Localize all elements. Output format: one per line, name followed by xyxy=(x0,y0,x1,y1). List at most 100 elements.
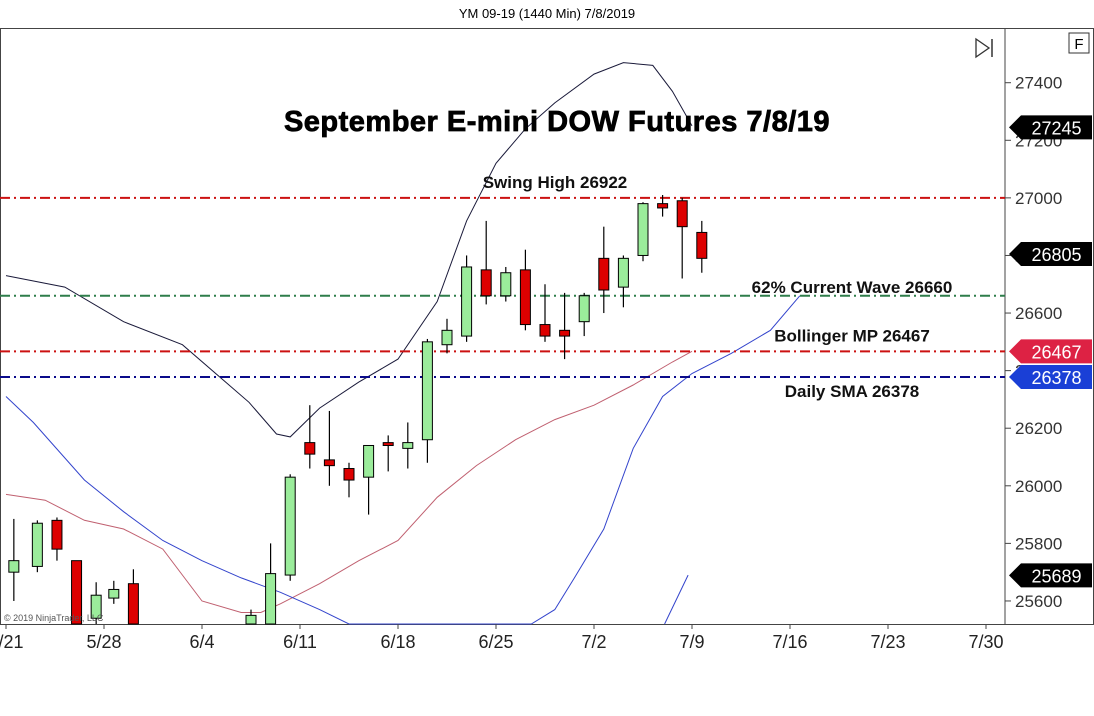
candle-body xyxy=(304,442,316,455)
date-tick-label: 5/28 xyxy=(86,632,121,652)
date-tick-label: 7/9 xyxy=(679,632,704,652)
candle xyxy=(127,569,139,625)
candle-body xyxy=(382,442,394,446)
chart-caption: YM 09-19 (1440 Min) 7/8/2019 xyxy=(458,6,636,21)
candle-body xyxy=(8,560,20,573)
level-label-daily-sma: Daily SMA 26378 xyxy=(785,382,920,401)
candle-body xyxy=(539,324,551,337)
lower-band-tag-shape xyxy=(1009,563,1092,588)
sma-tag-shape xyxy=(1009,364,1092,389)
candle-body xyxy=(31,522,43,567)
candle xyxy=(578,292,590,337)
candle-body xyxy=(127,583,139,625)
candlesticks xyxy=(8,194,708,625)
bollinger-mid-line xyxy=(5,350,693,613)
candle xyxy=(657,194,669,217)
candle xyxy=(382,435,394,472)
candle xyxy=(617,255,629,308)
candle xyxy=(637,202,649,262)
candle-body xyxy=(441,329,453,346)
price-tick-label: 27400 xyxy=(1015,74,1062,93)
date-tick-label: 7/16 xyxy=(772,632,807,652)
price-tick-label: 25600 xyxy=(1015,592,1062,611)
candle-body xyxy=(617,257,629,288)
mid-band-tag-shape xyxy=(1009,339,1092,364)
level-label-bollinger-mp: Bollinger MP 26467 xyxy=(774,326,930,345)
candle-body xyxy=(265,573,277,625)
candle xyxy=(676,197,688,279)
candle-body xyxy=(578,295,590,323)
candle-body xyxy=(323,459,335,467)
candle-body xyxy=(500,272,512,297)
candle-body xyxy=(343,468,355,481)
candle-body xyxy=(108,588,120,599)
date-tick-label: 6/18 xyxy=(380,632,415,652)
f-button-label: F xyxy=(1074,36,1083,53)
candle-body xyxy=(676,200,688,228)
bollinger-lower-tail-line xyxy=(664,574,689,625)
candle xyxy=(108,580,120,604)
candle-body xyxy=(402,442,414,449)
candle xyxy=(343,462,355,498)
candle xyxy=(304,405,316,469)
candle-body xyxy=(51,519,63,550)
candle xyxy=(421,338,433,463)
candle-body xyxy=(519,269,531,326)
price-tick-label: 26000 xyxy=(1015,477,1062,496)
last-price-tag-shape xyxy=(1009,242,1092,267)
candle-body xyxy=(363,444,375,478)
candle-body xyxy=(421,341,433,441)
bollinger-upper-line xyxy=(5,62,693,438)
candle xyxy=(598,226,610,314)
upper-band-tag-shape xyxy=(1009,115,1092,140)
candle-body xyxy=(245,614,257,625)
date-tick-label: 6/11 xyxy=(283,632,317,652)
candle xyxy=(323,410,335,486)
candle-body xyxy=(480,269,492,297)
candle-body xyxy=(90,594,102,619)
candle-body xyxy=(461,266,473,337)
level-label-swing-high: Swing High 26922 xyxy=(483,173,628,192)
level-labels: Swing High 26922 62% Current Wave 26660 Bo… xyxy=(483,173,953,401)
chart-svg: 2560025800260002620026400266002680027000… xyxy=(0,28,1094,652)
price-tags: 27245 26805 26467 26378 25689 xyxy=(1009,115,1092,588)
price-tick-label: 25800 xyxy=(1015,534,1062,553)
date-tick-label: 7/2 xyxy=(581,632,606,652)
price-tick-label: 26200 xyxy=(1015,419,1062,438)
sma-tag: 26378 xyxy=(1009,364,1092,389)
last-price-tag-label: 26805 xyxy=(1031,245,1081,265)
sma-tag-label: 26378 xyxy=(1031,368,1081,388)
f-button[interactable]: F xyxy=(1068,32,1090,54)
candle xyxy=(402,422,414,469)
lower-band-tag-label: 25689 xyxy=(1031,566,1081,586)
chart-frame: 2560025800260002620026400266002680027000… xyxy=(0,28,1094,711)
candle xyxy=(519,249,531,331)
level-label-current-wave: 62% Current Wave 26660 xyxy=(752,278,953,297)
candle-body xyxy=(71,560,83,625)
date-tick-label: 7/23 xyxy=(870,632,905,652)
candle-body xyxy=(284,476,296,576)
candle xyxy=(363,444,375,515)
candle-body xyxy=(696,231,708,259)
candle xyxy=(559,292,571,360)
upper-band-tag-label: 27245 xyxy=(1031,118,1081,138)
chart-title: September E-mini DOW Futures 7/8/19 xyxy=(284,106,830,138)
candle xyxy=(461,255,473,342)
skip-to-end-icon[interactable] xyxy=(975,37,993,59)
candle xyxy=(245,609,257,625)
candle xyxy=(71,560,83,625)
candle xyxy=(31,520,43,573)
candle xyxy=(90,582,102,624)
candle xyxy=(51,517,63,561)
candle-body xyxy=(637,203,649,256)
candle xyxy=(500,266,512,302)
upper-band-tag: 27245 xyxy=(1009,115,1092,140)
copyright-watermark: © 2019 NinjaTrader, LLC xyxy=(4,613,104,623)
candle-body xyxy=(598,257,610,291)
last-price-tag: 26805 xyxy=(1009,242,1092,267)
date-tick-label: 6/25 xyxy=(478,632,513,652)
candle xyxy=(441,318,453,354)
candle xyxy=(8,518,20,601)
candle xyxy=(480,220,492,305)
candle xyxy=(696,220,708,273)
